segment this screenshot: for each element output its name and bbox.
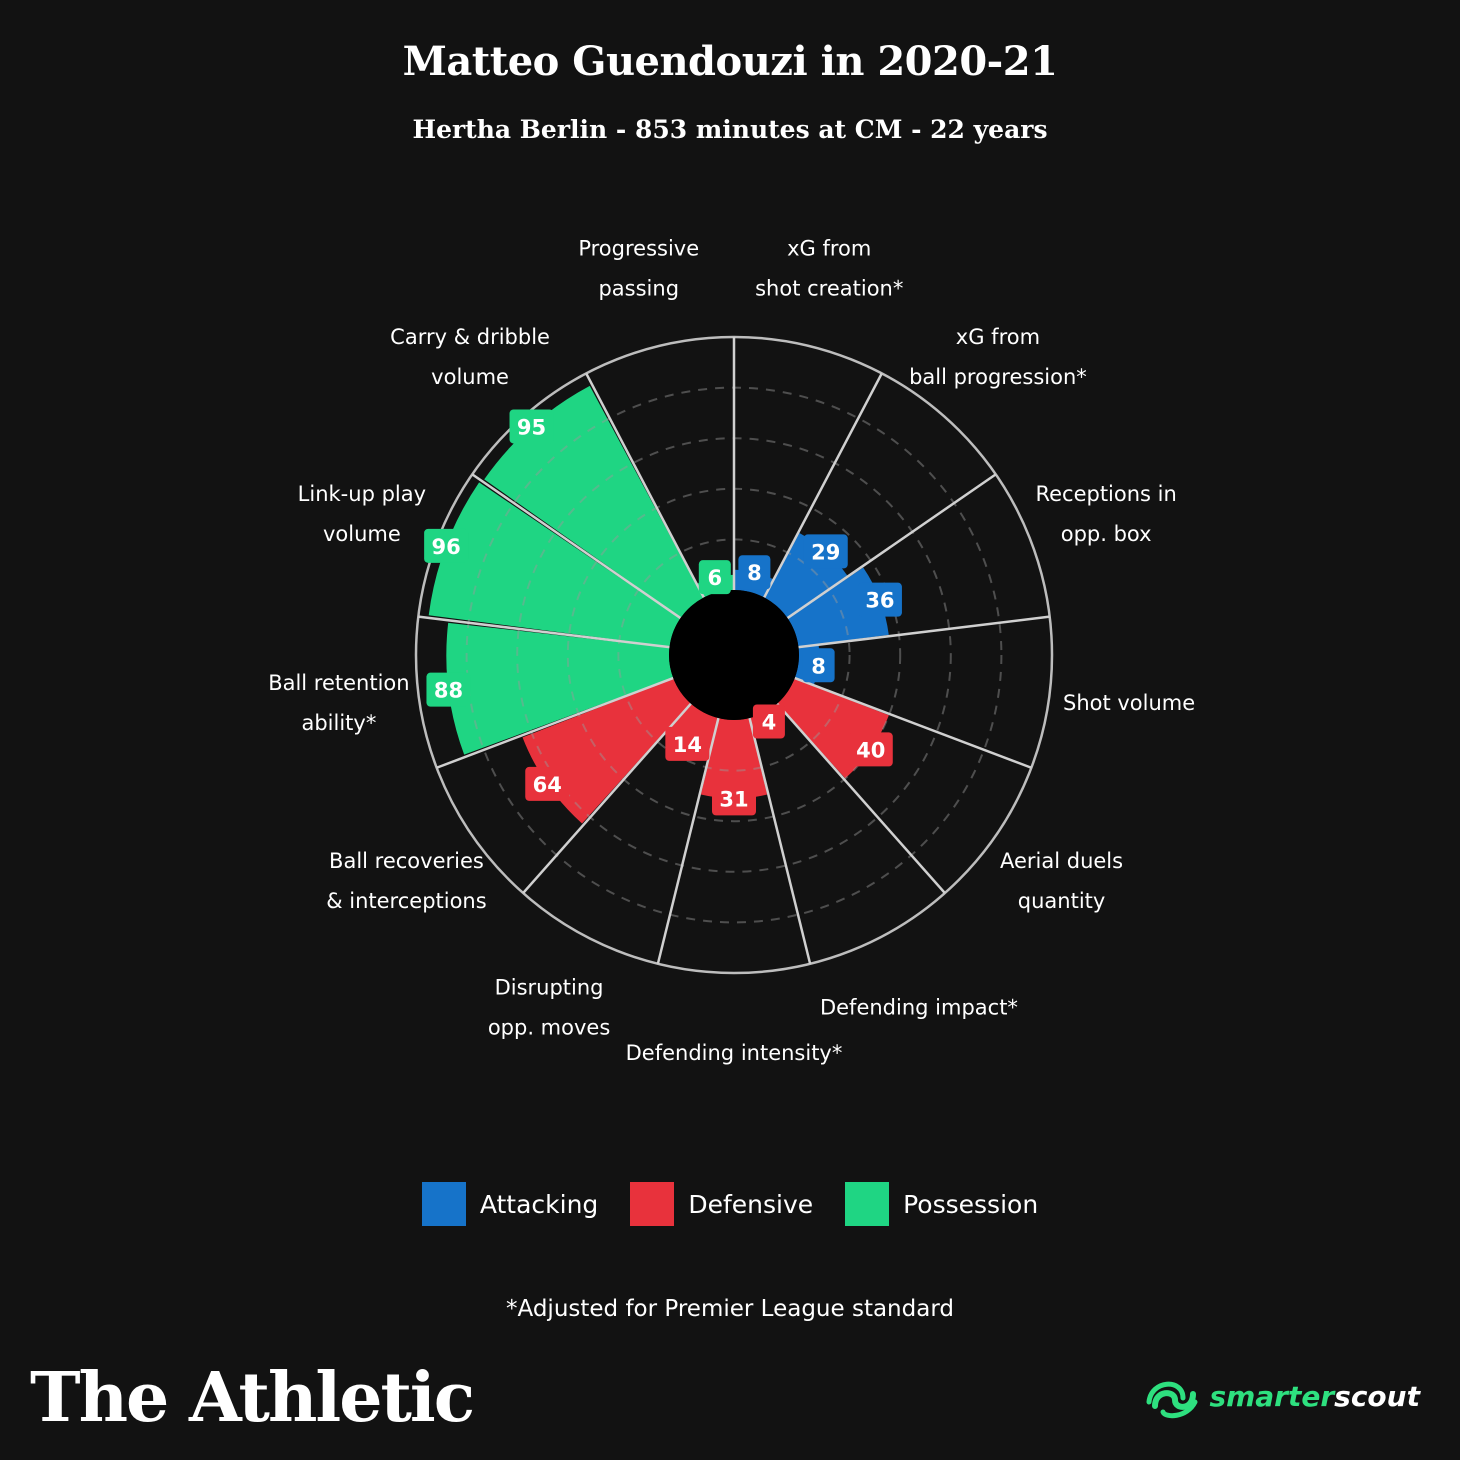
grid-layer	[414, 335, 1054, 975]
the-athletic-logo: The Athletic	[30, 1358, 475, 1438]
value-text: 14	[673, 733, 702, 757]
category-label: xG from shot creation*	[755, 237, 903, 301]
value-badge	[424, 528, 469, 563]
category-label: Ball recoveries & interceptions	[326, 849, 486, 913]
value-label: 4	[752, 704, 785, 739]
value-text: 6	[707, 566, 722, 590]
value-badge	[665, 726, 710, 761]
legend-label: Attacking	[479, 1189, 599, 1219]
radial-divider	[794, 676, 1032, 769]
legend-label: Possession	[903, 1189, 1039, 1219]
category-label: Carry & dribble volume	[390, 325, 550, 389]
legend: Attacking Defensive Possession	[0, 1182, 1460, 1226]
category-label: Aerial duels quantity	[1000, 849, 1123, 913]
smarterscout-wordmark: smarterscout	[1209, 1379, 1420, 1413]
value-badge	[426, 672, 471, 707]
value-badge	[738, 555, 771, 590]
value-text: 29	[811, 540, 840, 564]
value-text: 96	[432, 535, 461, 559]
category-label: Link-up play volume	[298, 482, 426, 546]
value-text: 31	[719, 787, 748, 811]
smarterscout-logo-icon	[1146, 1381, 1198, 1419]
bars-layer	[428, 385, 889, 824]
value-label: 40	[848, 732, 893, 767]
value-badge	[802, 648, 835, 683]
value-label: 14	[665, 726, 710, 761]
category-label: Ball retention ability*	[268, 671, 409, 735]
smarterscout-logo: smarterscout	[1145, 1372, 1420, 1420]
legend-swatch-defensive	[630, 1182, 675, 1226]
value-badge	[803, 534, 848, 569]
legend-item-defensive: Defensive	[630, 1182, 813, 1226]
radial-divider	[798, 615, 1050, 649]
value-badge	[509, 409, 554, 444]
radial-divider	[471, 473, 682, 620]
category-label: Defending impact*	[820, 995, 1018, 1019]
bar-defensive	[700, 718, 768, 799]
category-label: Shot volume	[1063, 691, 1195, 715]
values-layer: 8 29 36 8 40 4 31 14 64 88 96 95 6	[424, 409, 902, 816]
bar-possession	[446, 622, 674, 755]
category-label: xG from ball progression*	[909, 325, 1087, 389]
value-label: 6	[698, 560, 731, 595]
category-label: Progressive passing	[578, 237, 699, 301]
value-label: 95	[509, 409, 554, 444]
value-badge	[848, 732, 893, 767]
radial-divider	[786, 473, 997, 620]
bar-possession	[428, 482, 681, 647]
value-text: 40	[856, 738, 885, 762]
value-label: 29	[803, 534, 848, 569]
center-hole	[669, 590, 799, 720]
value-label: 88	[426, 672, 471, 707]
legend-label: Defensive	[688, 1189, 814, 1219]
radial-divider	[776, 702, 946, 894]
value-text: 4	[762, 711, 777, 735]
legend-swatch-possession	[845, 1182, 890, 1226]
value-text: 8	[811, 654, 826, 678]
value-label: 8	[738, 555, 771, 590]
chart-title: Matteo Guendouzi in 2020-21	[402, 38, 1058, 85]
value-label: 8	[802, 648, 835, 683]
value-badge	[752, 704, 785, 739]
value-label: 96	[424, 528, 469, 563]
legend-item-possession: Possession	[845, 1182, 1038, 1226]
value-text: 64	[533, 773, 562, 797]
value-label: 64	[525, 766, 570, 801]
value-text: 88	[434, 679, 463, 703]
radial-divider	[763, 372, 883, 599]
legend-swatch-attacking	[421, 1182, 466, 1226]
value-label: 31	[712, 781, 756, 816]
legend-item-attacking: Attacking	[421, 1182, 599, 1226]
value-badge	[698, 560, 731, 595]
category-label: Defending intensity*	[626, 1041, 843, 1065]
value-badge	[525, 766, 570, 801]
value-badge	[712, 781, 756, 816]
category-label: Receptions in opp. box	[1035, 482, 1176, 546]
value-badge	[857, 582, 902, 617]
value-text: 95	[517, 415, 546, 439]
radial-divider	[436, 676, 674, 769]
value-text: 8	[747, 561, 762, 585]
radial-divider	[748, 717, 812, 965]
chart-subtitle: Hertha Berlin - 853 minutes at CM - 22 y…	[412, 115, 1048, 144]
radial-divider	[522, 702, 692, 894]
value-label: 36	[857, 582, 902, 617]
category-label: Disrupting opp. moves	[488, 975, 610, 1039]
radial-divider	[585, 372, 705, 599]
value-text: 36	[865, 589, 894, 613]
radial-divider	[418, 615, 670, 649]
bar-possession	[484, 385, 704, 618]
labels-layer: xG from shot creation*xG from ball progres…	[268, 237, 1195, 1065]
footnote: *Adjusted for Premier League standard	[506, 1296, 954, 1322]
